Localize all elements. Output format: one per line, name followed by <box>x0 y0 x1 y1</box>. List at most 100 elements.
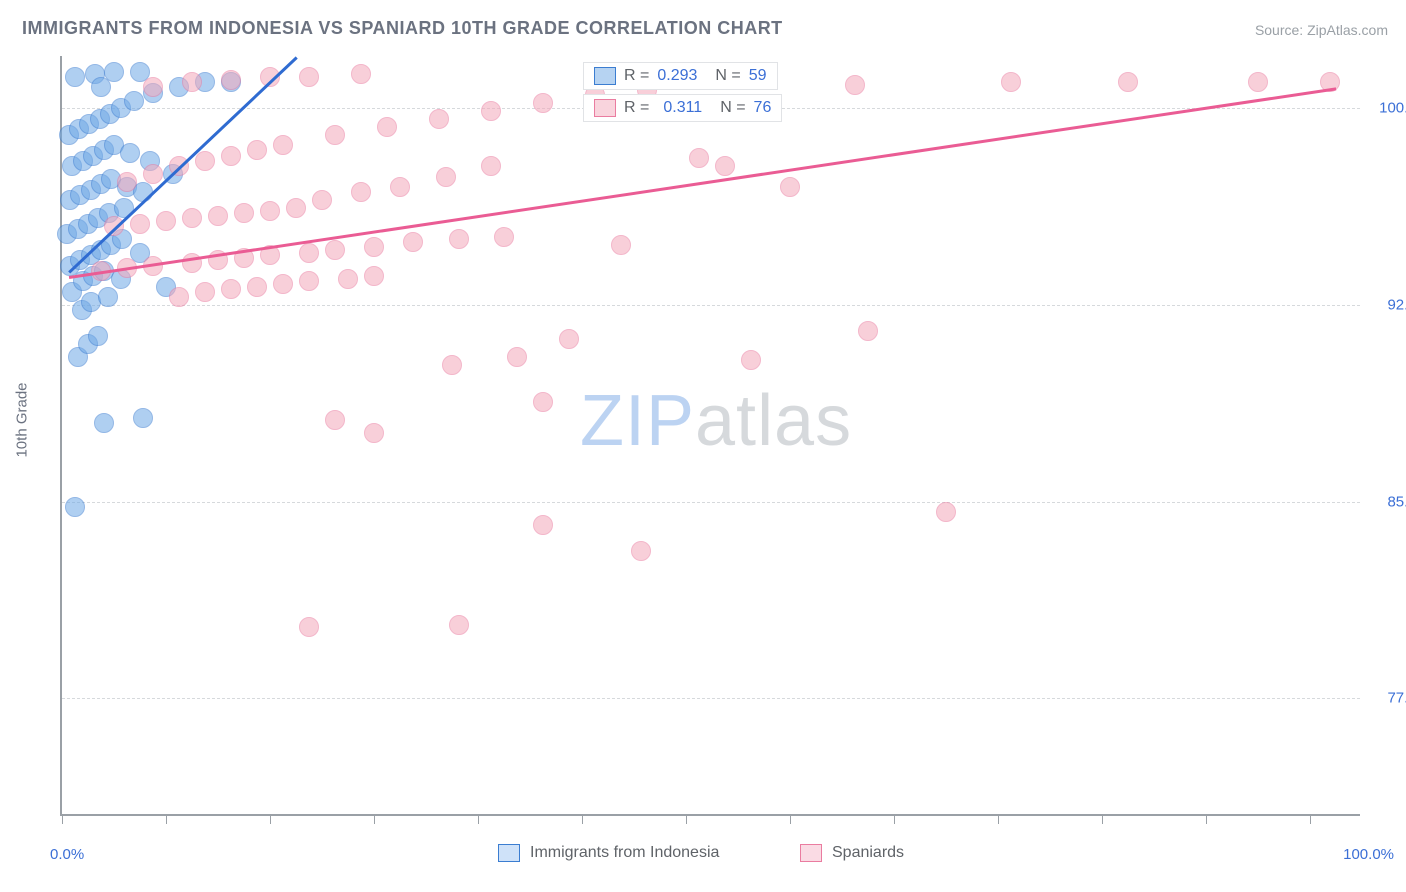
bottom-legend-label-1: Spaniards <box>832 844 904 862</box>
point-spaniard <box>611 235 631 255</box>
point-spaniard <box>338 269 358 289</box>
point-spaniard <box>299 617 319 637</box>
x-tick <box>270 814 271 824</box>
x-tick <box>1102 814 1103 824</box>
x-axis-min-label: 0.0% <box>50 846 84 863</box>
legend-swatch-1 <box>594 99 616 117</box>
point-spaniard <box>156 211 176 231</box>
point-indonesia <box>94 413 114 433</box>
point-spaniard <box>1118 72 1138 92</box>
point-spaniard <box>494 227 514 247</box>
point-spaniard <box>195 282 215 302</box>
legend-r-value-0: 0.293 <box>657 67 697 85</box>
x-tick <box>166 814 167 824</box>
grid-line <box>62 305 1360 306</box>
point-spaniard <box>442 355 462 375</box>
legend-n-value-0: 59 <box>749 67 767 85</box>
y-tick-label: 77.5% <box>1370 690 1406 707</box>
point-spaniard <box>364 266 384 286</box>
grid-line <box>62 698 1360 699</box>
x-tick <box>478 814 479 824</box>
legend-r-label-0: R = <box>624 67 649 85</box>
x-tick <box>1310 814 1311 824</box>
point-indonesia <box>124 91 144 111</box>
point-spaniard <box>325 125 345 145</box>
point-spaniard <box>325 410 345 430</box>
bottom-legend-label-0: Immigrants from Indonesia <box>530 844 719 862</box>
bottom-legend-1: Spaniards <box>800 844 904 862</box>
point-spaniard <box>481 101 501 121</box>
point-spaniard <box>429 109 449 129</box>
point-indonesia <box>65 497 85 517</box>
point-spaniard <box>507 347 527 367</box>
point-spaniard <box>143 77 163 97</box>
point-spaniard <box>449 229 469 249</box>
x-tick <box>686 814 687 824</box>
point-spaniard <box>247 277 267 297</box>
point-spaniard <box>247 140 267 160</box>
x-tick <box>62 814 63 824</box>
point-indonesia <box>91 77 111 97</box>
legend-r-label-1: R = <box>624 99 649 117</box>
legend-r-value-1: 0.311 <box>663 99 702 117</box>
legend-n-value-1: 76 <box>754 99 772 117</box>
point-spaniard <box>715 156 735 176</box>
point-spaniard <box>286 198 306 218</box>
point-indonesia <box>133 408 153 428</box>
point-spaniard <box>403 232 423 252</box>
y-tick-label: 85.0% <box>1370 493 1406 510</box>
x-tick <box>998 814 999 824</box>
point-spaniard <box>221 70 241 90</box>
point-spaniard <box>273 274 293 294</box>
point-spaniard <box>364 423 384 443</box>
point-spaniard <box>936 502 956 522</box>
point-spaniard <box>130 214 150 234</box>
point-spaniard <box>741 350 761 370</box>
point-spaniard <box>182 208 202 228</box>
x-tick <box>582 814 583 824</box>
plot-area: 100.0%92.5%85.0%77.5% <box>60 56 1360 816</box>
point-spaniard <box>533 392 553 412</box>
x-tick <box>894 814 895 824</box>
x-axis-max-label: 100.0% <box>1343 846 1394 863</box>
x-tick <box>1206 814 1207 824</box>
point-indonesia <box>120 143 140 163</box>
chart-title: IMMIGRANTS FROM INDONESIA VS SPANIARD 10… <box>22 18 783 39</box>
bottom-legend-swatch-1 <box>800 844 822 862</box>
source-label: Source: ZipAtlas.com <box>1255 22 1388 38</box>
point-spaniard <box>169 287 189 307</box>
point-spaniard <box>845 75 865 95</box>
point-spaniard <box>182 72 202 92</box>
point-spaniard <box>436 167 456 187</box>
point-spaniard <box>377 117 397 137</box>
point-spaniard <box>481 156 501 176</box>
point-indonesia <box>65 67 85 87</box>
legend-swatch-0 <box>594 67 616 85</box>
point-spaniard <box>1248 72 1268 92</box>
y-tick-label: 100.0% <box>1370 100 1406 117</box>
x-tick <box>790 814 791 824</box>
point-spaniard <box>195 151 215 171</box>
y-tick-label: 92.5% <box>1370 296 1406 313</box>
point-spaniard <box>364 237 384 257</box>
point-spaniard <box>1001 72 1021 92</box>
point-spaniard <box>299 67 319 87</box>
point-spaniard <box>221 279 241 299</box>
point-spaniard <box>117 172 137 192</box>
point-spaniard <box>559 329 579 349</box>
point-indonesia <box>98 287 118 307</box>
point-spaniard <box>273 135 293 155</box>
point-indonesia <box>88 326 108 346</box>
bottom-legend-0: Immigrants from Indonesia <box>498 844 719 862</box>
stats-legend-series-1: R = 0.311 N = 76 <box>583 94 782 122</box>
point-spaniard <box>689 148 709 168</box>
point-spaniard <box>299 271 319 291</box>
point-spaniard <box>234 203 254 223</box>
point-spaniard <box>631 541 651 561</box>
point-spaniard <box>533 515 553 535</box>
point-spaniard <box>780 177 800 197</box>
point-spaniard <box>312 190 332 210</box>
x-tick <box>374 814 375 824</box>
legend-n-label-0: N = <box>715 67 740 85</box>
point-spaniard <box>351 182 371 202</box>
